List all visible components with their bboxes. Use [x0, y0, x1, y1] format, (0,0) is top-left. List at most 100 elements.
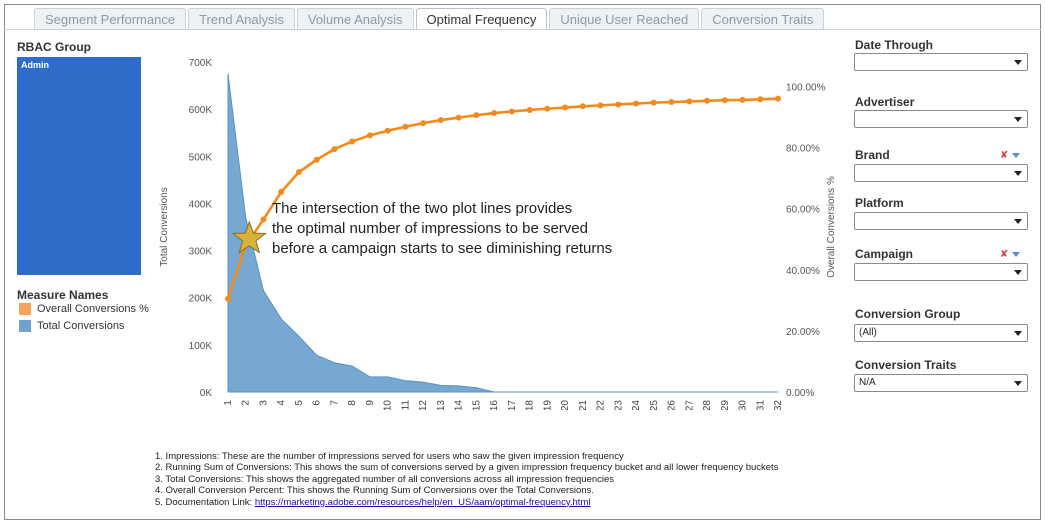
x-tick-label: 32 [773, 400, 784, 410]
overall-conversions-point [473, 112, 480, 119]
y-left-tick-label: 700K [189, 58, 213, 69]
overall-conversions-point [650, 99, 657, 106]
y-left-tick-label: 600K [189, 105, 213, 116]
x-tick-label: 25 [649, 400, 660, 410]
tab-volume-analysis[interactable]: Volume Analysis [296, 8, 414, 29]
advertiser-select[interactable] [854, 110, 1028, 128]
brand-select[interactable] [854, 164, 1028, 182]
y-right-tick-label: 20.00% [786, 327, 820, 338]
overall-conversions-point [260, 216, 267, 223]
dashboard-frame [4, 4, 1041, 520]
chevron-down-icon [1014, 117, 1022, 122]
x-tick-label: 8 [347, 400, 358, 406]
overall-conversions-point [420, 120, 427, 127]
conversion-traits-value: N/A [859, 377, 876, 388]
filter-label-conversion-traits: Conversion Traits [855, 358, 957, 372]
x-tick-label: 4 [276, 400, 287, 406]
y-right-axis-title: Overall Conversions % [826, 176, 837, 278]
x-tick-label: 17 [507, 400, 518, 410]
conversion-traits-select[interactable]: N/A [854, 374, 1028, 392]
overall-conversions-point [686, 98, 693, 105]
y-left-tick-label: 0K [200, 388, 213, 399]
overall-conversions-point [704, 97, 711, 104]
clear-filter-icon[interactable]: ✘ [1000, 249, 1009, 260]
y-right-tick-label: 60.00% [786, 205, 820, 216]
filter-menu-icon[interactable] [1012, 153, 1021, 158]
campaign-filter-controls[interactable]: ✘ [1000, 249, 1021, 260]
x-tick-label: 6 [312, 400, 323, 406]
x-tick-label: 16 [489, 400, 500, 410]
tab-bar: Segment Performance Trend Analysis Volum… [34, 8, 826, 30]
y-right-tick-label: 0.00% [786, 388, 814, 399]
x-tick-label: 11 [400, 400, 411, 410]
filter-label-platform: Platform [855, 196, 904, 210]
tab-segment-performance[interactable]: Segment Performance [34, 8, 187, 29]
rbac-group-admin[interactable]: Admin [17, 57, 141, 275]
overall-conversions-point [544, 105, 551, 112]
x-tick-label: 7 [329, 400, 340, 406]
filter-label-date-through: Date Through [855, 38, 933, 52]
clear-filter-icon[interactable]: ✘ [1000, 150, 1009, 161]
y-left-axis-title: Total Conversions [159, 187, 170, 266]
x-tick-label: 28 [702, 400, 713, 410]
overall-conversions-point [225, 295, 231, 302]
tab-conversion-traits[interactable]: Conversion Traits [701, 8, 825, 29]
legend-item-total-conversions[interactable]: Total Conversions [19, 320, 124, 332]
conversion-group-select[interactable]: (All) [854, 324, 1028, 342]
date-through-select[interactable] [854, 53, 1028, 71]
overall-conversions-point [437, 117, 444, 124]
filter-label-brand: Brand [855, 148, 890, 162]
x-tick-label: 22 [596, 400, 607, 410]
y-left-tick-label: 200K [189, 294, 213, 305]
y-left-tick-label: 300K [189, 247, 213, 258]
footnote: 3. Total Conversions: This shows the agg… [155, 473, 615, 485]
campaign-select[interactable] [854, 263, 1028, 281]
x-tick-label: 20 [560, 400, 571, 410]
tab-unique-user-reached[interactable]: Unique User Reached [549, 8, 700, 29]
legend-label-total-conversions: Total Conversions [37, 320, 125, 332]
x-tick-label: 9 [365, 400, 376, 406]
footnote-link-prefix: 5. Documentation Link: [155, 496, 255, 508]
filter-menu-icon[interactable] [1012, 252, 1021, 257]
overall-conversions-point [579, 103, 586, 110]
star-marker-icon [231, 220, 267, 254]
optimal-frequency-chart: 0K 100K 200K 300K 400K 500K 600K 700K 0.00% 20.00… [159, 58, 837, 410]
overall-conversions-point [739, 96, 746, 103]
x-tick-label: 13 [436, 400, 447, 410]
x-tick-label: 19 [542, 400, 553, 410]
x-tick-label: 1 [223, 400, 234, 406]
legend-label-overall-conversions: Overall Conversions % [37, 303, 149, 315]
legend-swatch-total-conversions [19, 320, 31, 332]
overall-conversions-point [775, 95, 781, 102]
platform-select[interactable] [854, 212, 1028, 230]
tab-optimal-frequency[interactable]: Optimal Frequency [415, 8, 548, 30]
annotation-line: before a campaign starts to see diminish… [272, 240, 613, 257]
chart-annotation: The intersection of the two plot lines p… [272, 199, 652, 259]
footnotes: 1. Impressions: These are the number of … [155, 451, 778, 508]
tab-trend-analysis[interactable]: Trend Analysis [188, 8, 295, 29]
footnote: 2. Running Sum of Conversions: This show… [155, 462, 779, 474]
x-tick-label: 27 [684, 400, 695, 410]
overall-conversions-point [331, 146, 338, 153]
measure-names-title: Measure Names [17, 288, 109, 302]
x-tick-label: 29 [720, 400, 731, 410]
documentation-link[interactable]: https://marketing.adobe.com/resources/he… [254, 496, 591, 508]
legend-swatch-overall-conversions [19, 303, 31, 315]
x-tick-label: 5 [294, 400, 305, 406]
y-right-tick-label: 40.00% [786, 266, 820, 277]
overall-conversions-point [615, 101, 622, 108]
y-left-tick-label: 500K [189, 152, 213, 163]
overall-conversions-point [526, 106, 533, 113]
chevron-down-icon [1014, 331, 1022, 336]
y-left-tick-label: 400K [189, 199, 213, 210]
x-tick-label: 18 [525, 400, 536, 410]
x-tick-label: 26 [667, 400, 678, 410]
chevron-down-icon [1014, 171, 1022, 176]
footnote: 4. Overall Conversion Percent: This show… [155, 485, 594, 497]
legend-item-overall-conversions[interactable]: Overall Conversions % [19, 303, 149, 315]
brand-filter-controls[interactable]: ✘ [1000, 150, 1021, 161]
rbac-group-admin-label: Admin [21, 60, 49, 70]
x-tick-label: 3 [258, 400, 269, 406]
x-tick-label: 14 [454, 400, 465, 410]
chevron-down-icon [1014, 381, 1022, 386]
